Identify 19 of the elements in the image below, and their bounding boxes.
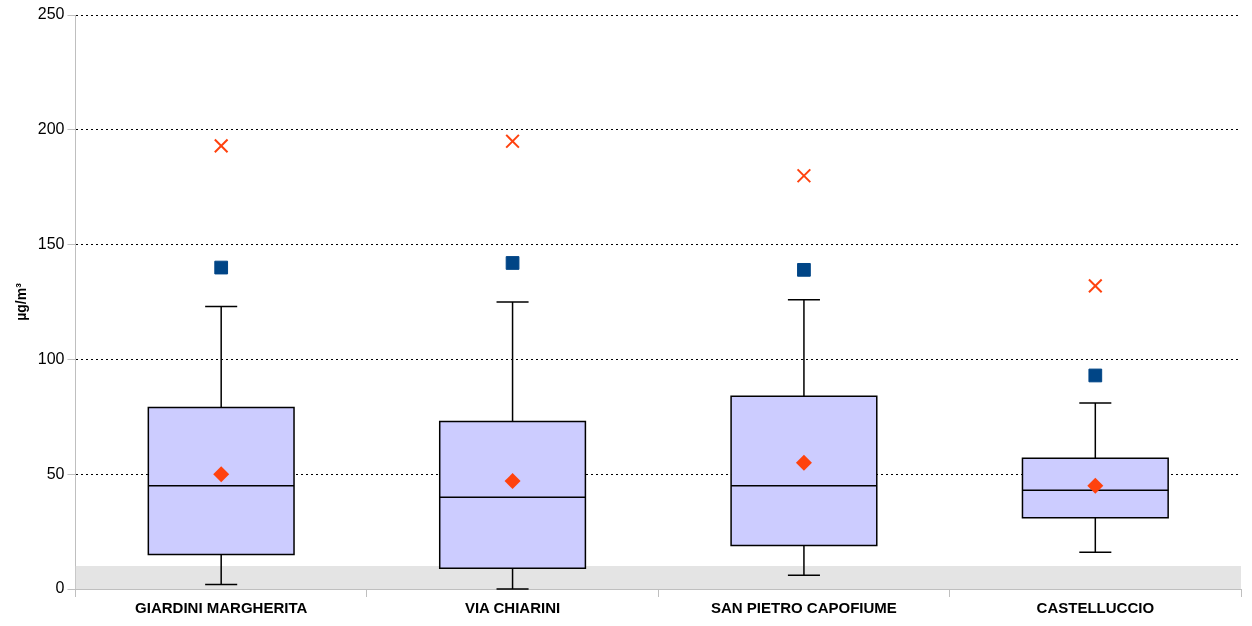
- point: [505, 133, 520, 149]
- point: [214, 260, 229, 275]
- point: [1087, 278, 1103, 294]
- y-axis-title: µg/m³: [13, 282, 30, 321]
- x-tick-label: GIARDINI MARGHERITA: [135, 599, 308, 617]
- point: [797, 262, 811, 277]
- y-tick-label: 0: [55, 579, 65, 597]
- y-tick-label: 50: [46, 464, 65, 482]
- point: [213, 138, 229, 154]
- y-tick-label: 100: [37, 349, 65, 367]
- y-tick-label: 200: [37, 120, 65, 138]
- point: [796, 168, 812, 184]
- x-tick-label: SAN PIETRO CAPOFIUME: [711, 599, 897, 617]
- x-tick-label: CASTELLUCCIO: [1036, 599, 1155, 617]
- x-tick-label: VIA CHIARINI: [464, 599, 561, 617]
- y-tick-label: 250: [37, 5, 65, 23]
- point: [1088, 368, 1103, 383]
- point: [505, 256, 520, 270]
- y-tick-label: 150: [37, 235, 65, 253]
